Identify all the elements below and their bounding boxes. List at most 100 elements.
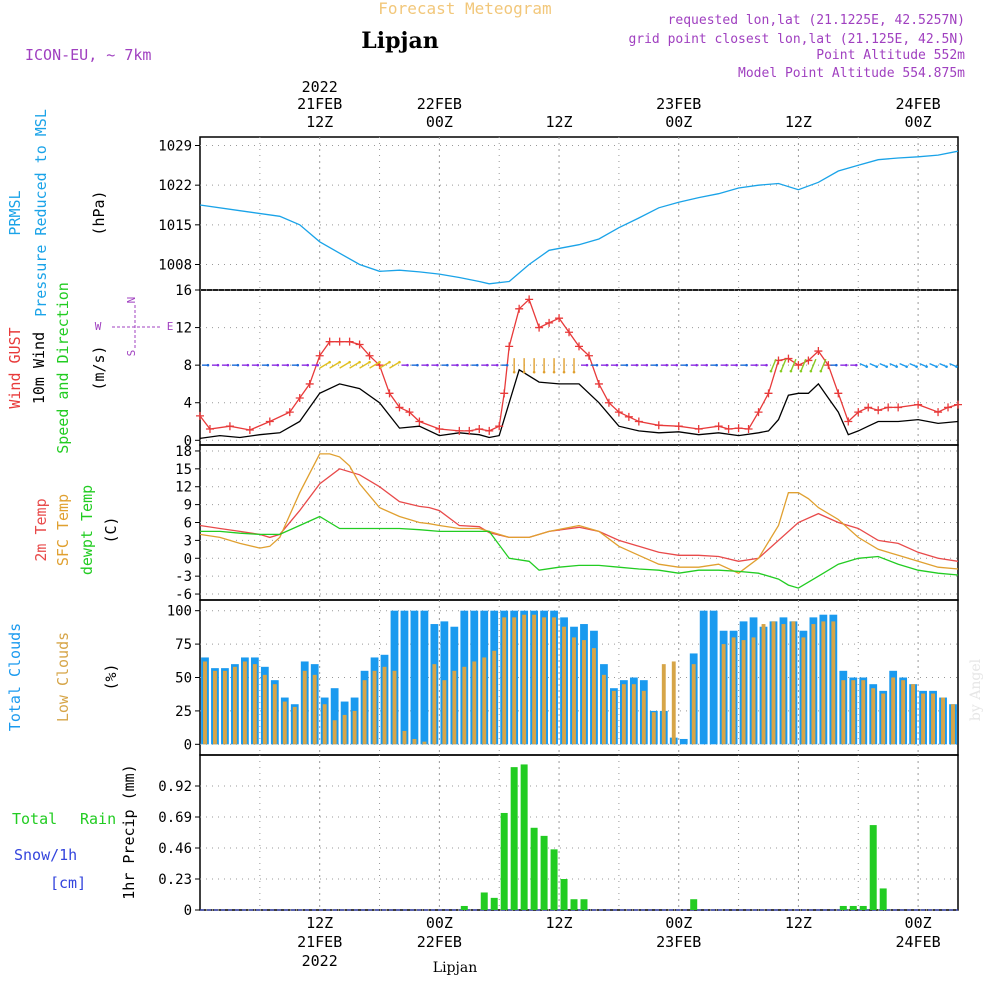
top-axis-date: 24FEB [896,95,941,113]
low-cloud-bar [242,661,247,745]
wind-direction-arrow [329,361,341,369]
wind-arrow-head [665,363,669,367]
y-tick-label: 75 [175,637,192,653]
low-cloud-bar [272,684,277,745]
gust-marker [784,354,793,363]
low-cloud-bar [721,644,726,745]
point-altitude: Point Altitude 552m [816,48,965,63]
low-cloud-label: Low Clouds [54,632,72,722]
precip-bar [879,888,887,910]
bottom-axis-hour: 00Z [905,914,932,932]
gust-marker [335,337,344,346]
low-cloud-bar [532,614,537,745]
top-axis-hour: 12Z [785,113,812,131]
low-cloud-bar [322,704,327,745]
dewpoint-line [200,515,959,589]
precip-bar [869,825,877,910]
compass-south: S [125,350,138,357]
panel-pressure-frame [199,136,959,291]
precip-snow-unit: [cm] [50,874,86,892]
wind-direction-arrow [810,358,817,372]
wind-arrow-head [286,363,290,367]
gust-marker [854,408,863,417]
total-cloud-bar [410,610,419,745]
compass-north: N [125,297,138,304]
precip-bar [500,812,508,910]
low-cloud-bar [203,661,207,745]
low-cloud-bar [611,690,616,745]
bottom-axis-hour: 00Z [665,914,692,932]
gust-marker [415,417,424,426]
gust-marker [505,342,514,351]
top-axis-date: 23FEB [656,95,701,113]
wind-direction-arrow [379,361,390,369]
y-tick-label: 1029 [158,139,192,155]
wind-arrow-head [522,370,526,374]
wind-arrow-head [216,363,220,367]
low-cloud-bar [372,670,377,745]
gust-marker [225,422,234,431]
low-cloud-bar [641,690,646,745]
gust-marker [794,361,803,370]
wind-arrow-head [348,360,351,364]
low-cloud-bar [282,701,287,745]
wind-arrow-head [256,363,260,367]
wind-arrow-head [915,365,918,368]
wind-arrow-head [388,360,391,364]
gust-marker [714,422,723,431]
wind-arrow-head [769,369,773,373]
low-cloud-bar [651,712,656,745]
y-tick-label: 3 [184,533,192,549]
wind-arrow-head [745,363,748,367]
top-axis-hour: 12Z [306,113,333,131]
wind-arrow-head [765,363,768,367]
gust-marker [325,337,334,346]
gust-marker [265,417,274,426]
precip-bar [560,879,568,910]
low-cloud-bar [871,688,876,745]
wind-direction-arrow [820,358,827,372]
wind-arrow-head [835,363,838,367]
wind-direction-arrow [780,358,787,372]
gust-marker [525,295,534,304]
wind-arrow-head [542,370,546,374]
gust-marker [565,328,574,337]
precip-bar [859,905,867,910]
top-axis-hour: 00Z [665,113,692,131]
low-cloud-bar [661,664,666,745]
total-cloud-bar [699,610,708,745]
low-cloud-bar [262,674,267,745]
low-cloud-bar [941,697,945,745]
gust-marker [555,314,564,323]
gust-marker [584,351,593,360]
y-tick-label: 12 [175,480,192,496]
gust-marker [734,424,743,433]
wind-arrow-head [885,365,888,368]
pressure-label: PRMSL [6,190,24,235]
wind-arrow-head [895,365,898,368]
low-cloud-bar [422,741,427,745]
wind-direction-arrow [800,358,807,372]
wind-arrow-head [266,363,270,367]
wind-arrow-head [715,363,718,367]
wind-arrow-head [485,363,489,367]
wind-desc: Speed and Direction [54,282,72,454]
gust-marker [365,351,374,360]
wind-arrow-head [799,369,803,373]
low-cloud-bar [751,637,756,745]
compass-east: E [167,320,174,333]
low-cloud-bar [931,693,936,745]
wind-direction-arrow [339,361,350,369]
wind-arrow-head [925,365,928,368]
wind-arrow-head [532,370,536,374]
wind-arrow-head [306,363,310,367]
gust-marker [465,426,474,435]
wind-arrow-head [755,363,758,367]
y-tick-label: 12 [175,321,192,337]
wind-direction-arrow [770,358,777,372]
precip-unit: 1hr Precip (mm) [120,764,138,899]
compass-west: W [95,320,102,333]
location-title: Lipjan [361,28,438,54]
wind-arrow-head [512,370,516,374]
footer-label: Lipjan [433,960,477,976]
